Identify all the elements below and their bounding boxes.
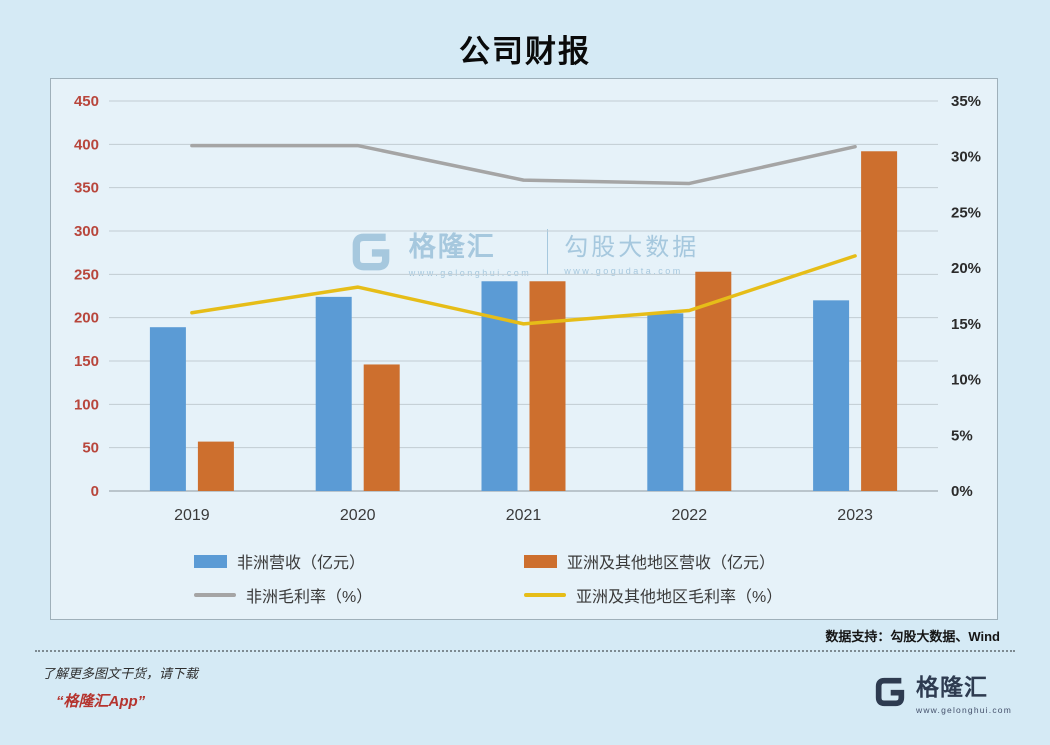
line-africa-margin <box>190 143 857 186</box>
bar-africa-revenue <box>315 296 352 491</box>
legend-item: 亚洲及其他地区毛利率（%） <box>524 583 854 607</box>
dotted-separator <box>35 650 1015 652</box>
bar-asia-revenue <box>529 281 566 491</box>
bar-africa-revenue <box>481 281 518 491</box>
line-asia-margin <box>190 254 857 326</box>
footer-brand-block: 格隆汇 www.gelonghui.com <box>916 668 1012 715</box>
watermark-brand-url: www.gelonghui.com <box>408 268 532 278</box>
footer-logo-block: 格隆汇 www.gelonghui.com <box>873 668 1012 715</box>
right-axis-tick-label: 5% <box>951 427 973 444</box>
page-title: 公司财报 <box>459 34 591 69</box>
bar-asia-revenue <box>363 364 400 491</box>
gelonghui-logo-icon <box>349 230 393 274</box>
source-note: 数据支持：勾股大数据、Wind <box>825 629 1000 644</box>
chart-container: 格隆汇 www.gelonghui.com 勾股大数据 www.gogudata… <box>50 78 998 620</box>
x-axis-label: 2023 <box>837 507 873 524</box>
left-axis-tick-label: 150 <box>74 353 99 370</box>
left-axis-tick-label: 450 <box>74 93 99 110</box>
legend-swatch-line <box>194 593 236 597</box>
left-axis-tick-label: 50 <box>82 440 99 457</box>
right-axis-tick-label: 0% <box>951 483 973 500</box>
right-axis-tick-label: 20% <box>951 260 981 277</box>
watermark-brand-block: 格隆汇 www.gelonghui.com <box>409 225 532 278</box>
bar-asia-revenue <box>861 151 898 491</box>
right-axis-tick-label: 10% <box>951 372 981 389</box>
legend-swatch-bar <box>194 554 227 568</box>
watermark: 格隆汇 www.gelonghui.com 勾股大数据 www.gogudata… <box>51 225 997 278</box>
chart-legend: 非洲营收（亿元） 亚洲及其他地区营收（亿元） 非洲毛利率（%） 亚洲及其他地区毛利率（… <box>51 549 997 607</box>
left-axis-tick-label: 100 <box>74 396 99 413</box>
left-axis-tick-label: 400 <box>74 136 99 153</box>
bar-africa-revenue <box>149 327 186 491</box>
watermark-divider <box>547 228 549 275</box>
watermark-brand-text: 格隆汇 <box>408 232 496 262</box>
legend-swatch-bar <box>524 554 557 568</box>
watermark-partner-block: 勾股大数据 www.gogudata.com <box>564 227 699 276</box>
bar-asia-revenue <box>695 271 732 491</box>
legend-swatch-line <box>524 593 566 597</box>
watermark-partner-text: 勾股大数据 <box>564 234 700 261</box>
left-axis-tick-label: 250 <box>74 266 99 283</box>
x-axis-label: 2021 <box>506 507 542 524</box>
legend-label: 非洲毛利率（%） <box>246 589 373 606</box>
legend-item: 亚洲及其他地区营收（亿元） <box>524 549 854 573</box>
right-axis-tick-label: 25% <box>951 204 981 221</box>
chart-svg: 0 50 100 150 200 250 300 350 400 450 0% 5% 10% 15% 20%… <box>74 93 981 524</box>
promo-text: 了解更多图文干货，请下载 <box>42 666 199 681</box>
x-axis-label: 2022 <box>672 507 708 524</box>
footer-promo: 了解更多图文干货，请下载 “格隆汇App” <box>42 663 198 711</box>
left-axis-tick-label: 200 <box>74 310 99 327</box>
left-axis-tick-label: 350 <box>74 180 99 197</box>
bar-africa-revenue <box>647 313 684 491</box>
legend-label: 亚洲及其他地区毛利率（%） <box>576 589 783 606</box>
gelonghui-logo-icon <box>873 675 907 709</box>
legend-item: 非洲营收（亿元） <box>194 549 524 573</box>
app-name-text: “格隆汇App” <box>56 693 146 710</box>
right-axis-tick-label: 15% <box>951 316 981 333</box>
right-axis-tick-label: 30% <box>951 149 981 166</box>
left-axis-tick-label: 300 <box>74 223 99 240</box>
bar-asia-revenue <box>197 441 234 491</box>
footer-brand-url: www.gelonghui.com <box>916 705 1012 715</box>
left-axis-tick-label: 0 <box>91 483 99 500</box>
watermark-partner-url: www.gogudata.com <box>564 266 683 276</box>
x-axis-label: 2019 <box>174 507 210 524</box>
legend-label: 亚洲及其他地区营收（亿元） <box>567 555 776 572</box>
right-axis-tick-label: 35% <box>951 93 981 110</box>
bar-africa-revenue <box>813 300 850 491</box>
footer-brand-text: 格隆汇 <box>916 674 988 700</box>
legend-label: 非洲营收（亿元） <box>237 555 366 572</box>
x-axis-label: 2020 <box>340 507 376 524</box>
legend-item: 非洲毛利率（%） <box>194 583 524 607</box>
